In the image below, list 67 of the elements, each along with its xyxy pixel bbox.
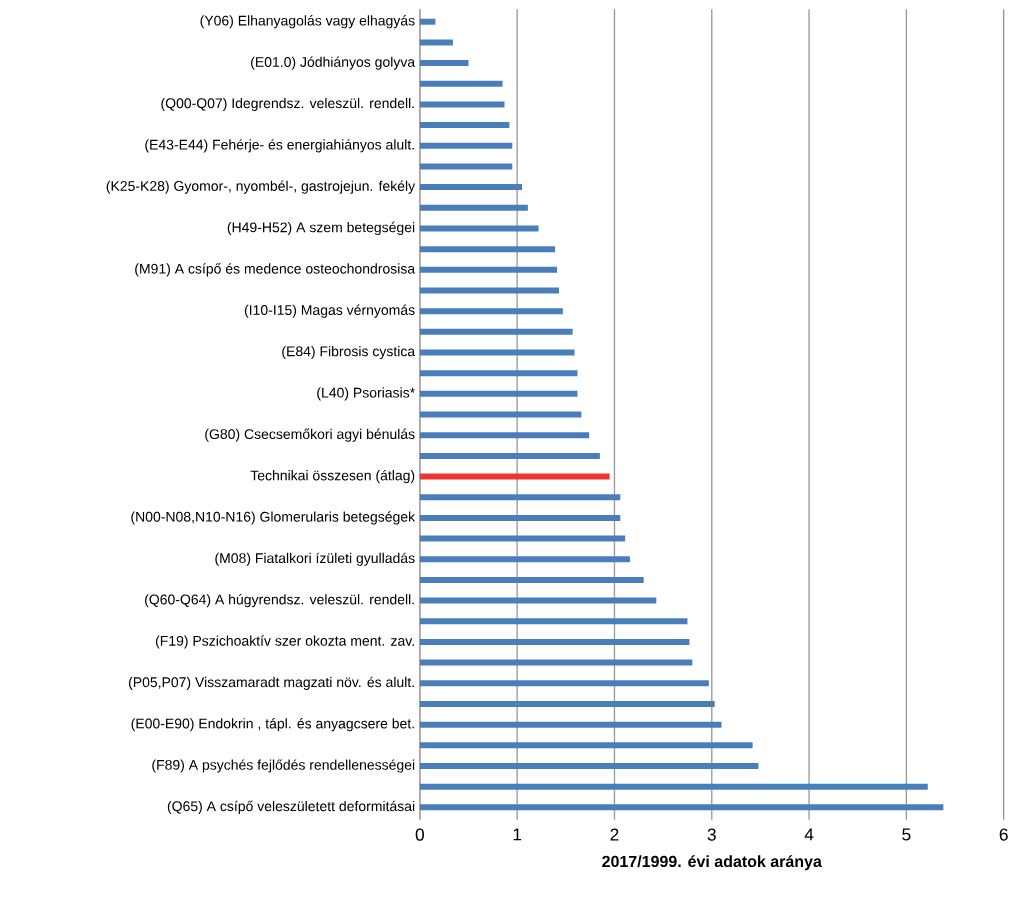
y-tick-label: (P05,P07) Visszamaradt magzati növ. és alult. xyxy=(128,676,414,690)
y-tick-label: (E01.0) Jódhiányos golyva xyxy=(251,56,416,70)
bar xyxy=(419,659,693,666)
bar xyxy=(419,246,556,253)
y-tick-label: (E43-E44) Fehérje- és energiahiányos alult. xyxy=(145,139,414,153)
bar xyxy=(419,308,563,315)
y-tick-label: (Q60-Q64) A húgyrendsz. veleszül. rendell. xyxy=(145,593,414,608)
x-tick-label: 3 xyxy=(707,828,716,841)
bar xyxy=(419,742,753,749)
y-tick-label: (M08) Fiatalkori ízületi gyulladás xyxy=(215,552,415,566)
bar xyxy=(419,762,759,769)
y-tick-label: (E00-E90) Endokrin , tápl. és anyagcsere bet. xyxy=(131,718,414,732)
bar xyxy=(419,328,573,335)
bar xyxy=(419,535,626,542)
bar xyxy=(419,225,539,232)
x-tick-label: 5 xyxy=(902,828,911,841)
bar xyxy=(419,452,600,459)
bar xyxy=(419,184,523,191)
bar xyxy=(419,494,621,501)
y-tick-label: (N00-N08,N10-N16) Glomerularis betegségek xyxy=(131,511,416,525)
y-tick-label: (M91) A csípő és medence osteochondrosisa xyxy=(135,263,416,277)
bar xyxy=(419,432,590,439)
bar xyxy=(419,390,578,397)
bar xyxy=(419,80,503,87)
x-tick-label: 1 xyxy=(513,828,522,841)
y-tick-label: Technikai összesen (átlag) xyxy=(250,469,415,484)
bar xyxy=(419,370,578,377)
bar xyxy=(419,783,928,790)
bar xyxy=(419,204,528,211)
y-tick-label: (F89) A psychés fejlődés rendellenességei xyxy=(152,759,415,773)
bar xyxy=(419,349,575,356)
bar xyxy=(419,266,558,273)
bar xyxy=(419,597,657,604)
x-tick-label: 2 xyxy=(610,828,619,841)
y-tick-label: (Q00-Q07) Idegrendsz. veleszül. rendell. xyxy=(161,97,414,111)
bar xyxy=(419,163,513,170)
y-tick-label: (Q65) A csípő veleszületett deformitásai xyxy=(167,800,415,814)
bar xyxy=(419,287,559,294)
x-tick-label: 0 xyxy=(415,828,425,841)
y-tick-label: (I10-I15) Magas vérnyomás xyxy=(244,304,415,318)
bar xyxy=(419,18,436,25)
bar xyxy=(419,514,621,521)
y-tick-label: (E84) Fibrosis cystica xyxy=(282,345,416,360)
y-tick-label: (K25-K28) Gyomor-, nyombél-, gastrojejun. fekély xyxy=(106,180,416,194)
y-tick-label: (L40) Psoriasis* xyxy=(317,387,415,401)
x-tick-label: 4 xyxy=(804,828,814,841)
bar xyxy=(419,473,610,480)
bar xyxy=(419,60,469,67)
bar xyxy=(419,101,505,108)
y-tick-label: (H49-H52) A szem betegségei xyxy=(227,221,415,236)
bar xyxy=(419,638,690,645)
bar xyxy=(419,576,644,583)
bar xyxy=(419,142,513,149)
y-tick-label: (G80) Csecsemőkori agyi bénulás xyxy=(205,428,415,442)
bar xyxy=(419,411,582,418)
x-tick-label: 6 xyxy=(999,828,1008,841)
x-axis-title: 2017/1999. évi adatok aránya xyxy=(602,855,822,871)
bar xyxy=(419,39,453,46)
bar xyxy=(419,700,715,707)
bar xyxy=(419,556,631,563)
bar xyxy=(419,804,944,811)
bar xyxy=(419,122,510,129)
bar xyxy=(419,721,722,728)
y-tick-label: (F19) Pszichoaktív szer okozta ment. zav. xyxy=(155,635,414,649)
y-tick-label: (Y06) Elhanyagolás vagy elhagyás xyxy=(200,15,415,29)
bar xyxy=(419,618,688,625)
bar xyxy=(419,680,709,687)
